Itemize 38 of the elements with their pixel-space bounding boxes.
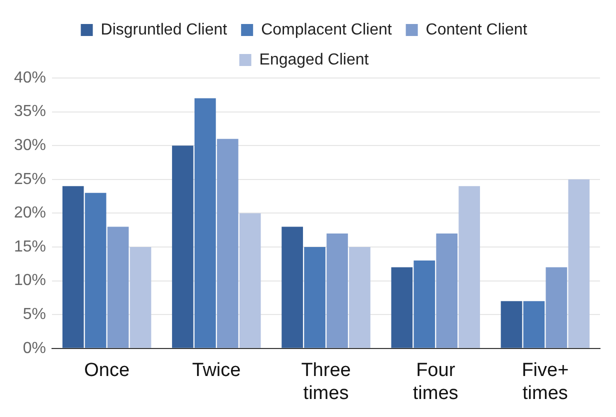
y-tick-label: 20% <box>14 204 46 222</box>
legend-label: Complacent Client <box>261 21 392 38</box>
y-tick-label: 10% <box>14 272 46 290</box>
bar <box>62 186 84 348</box>
y-tick-label: 30% <box>14 137 46 154</box>
y-tick-label: 0% <box>22 340 46 357</box>
y-tick-label: 35% <box>14 103 46 120</box>
bar <box>458 186 480 348</box>
bar <box>194 98 216 348</box>
y-tick-label: 15% <box>14 238 46 256</box>
bar <box>436 233 458 348</box>
x-tick-label: Once <box>84 360 130 382</box>
legend-label: Content Client <box>426 21 528 38</box>
bar <box>349 247 370 348</box>
bar <box>84 192 106 348</box>
bar <box>107 226 129 348</box>
bar <box>546 267 568 348</box>
bar <box>414 260 436 348</box>
bar <box>523 301 545 348</box>
bar <box>130 247 152 348</box>
legend-label: Engaged Client <box>259 51 370 68</box>
bar <box>282 226 303 348</box>
bar <box>568 179 590 348</box>
bar <box>326 233 348 348</box>
x-tick-label: Three times <box>301 360 351 404</box>
bar <box>500 301 522 348</box>
bar <box>216 138 238 348</box>
bar <box>239 213 261 348</box>
bar <box>391 267 413 348</box>
y-tick-label: 25% <box>14 170 46 188</box>
x-tick-label: Five+ times <box>522 360 569 404</box>
bar <box>172 146 194 348</box>
y-tick-label: 5% <box>22 306 46 324</box>
legend-label: Disgruntled Client <box>100 21 228 38</box>
x-tick-label: Four times <box>412 360 458 404</box>
x-tick-label: Twice <box>192 360 241 382</box>
bar <box>304 247 326 348</box>
y-tick-label: 40% <box>14 69 46 86</box>
